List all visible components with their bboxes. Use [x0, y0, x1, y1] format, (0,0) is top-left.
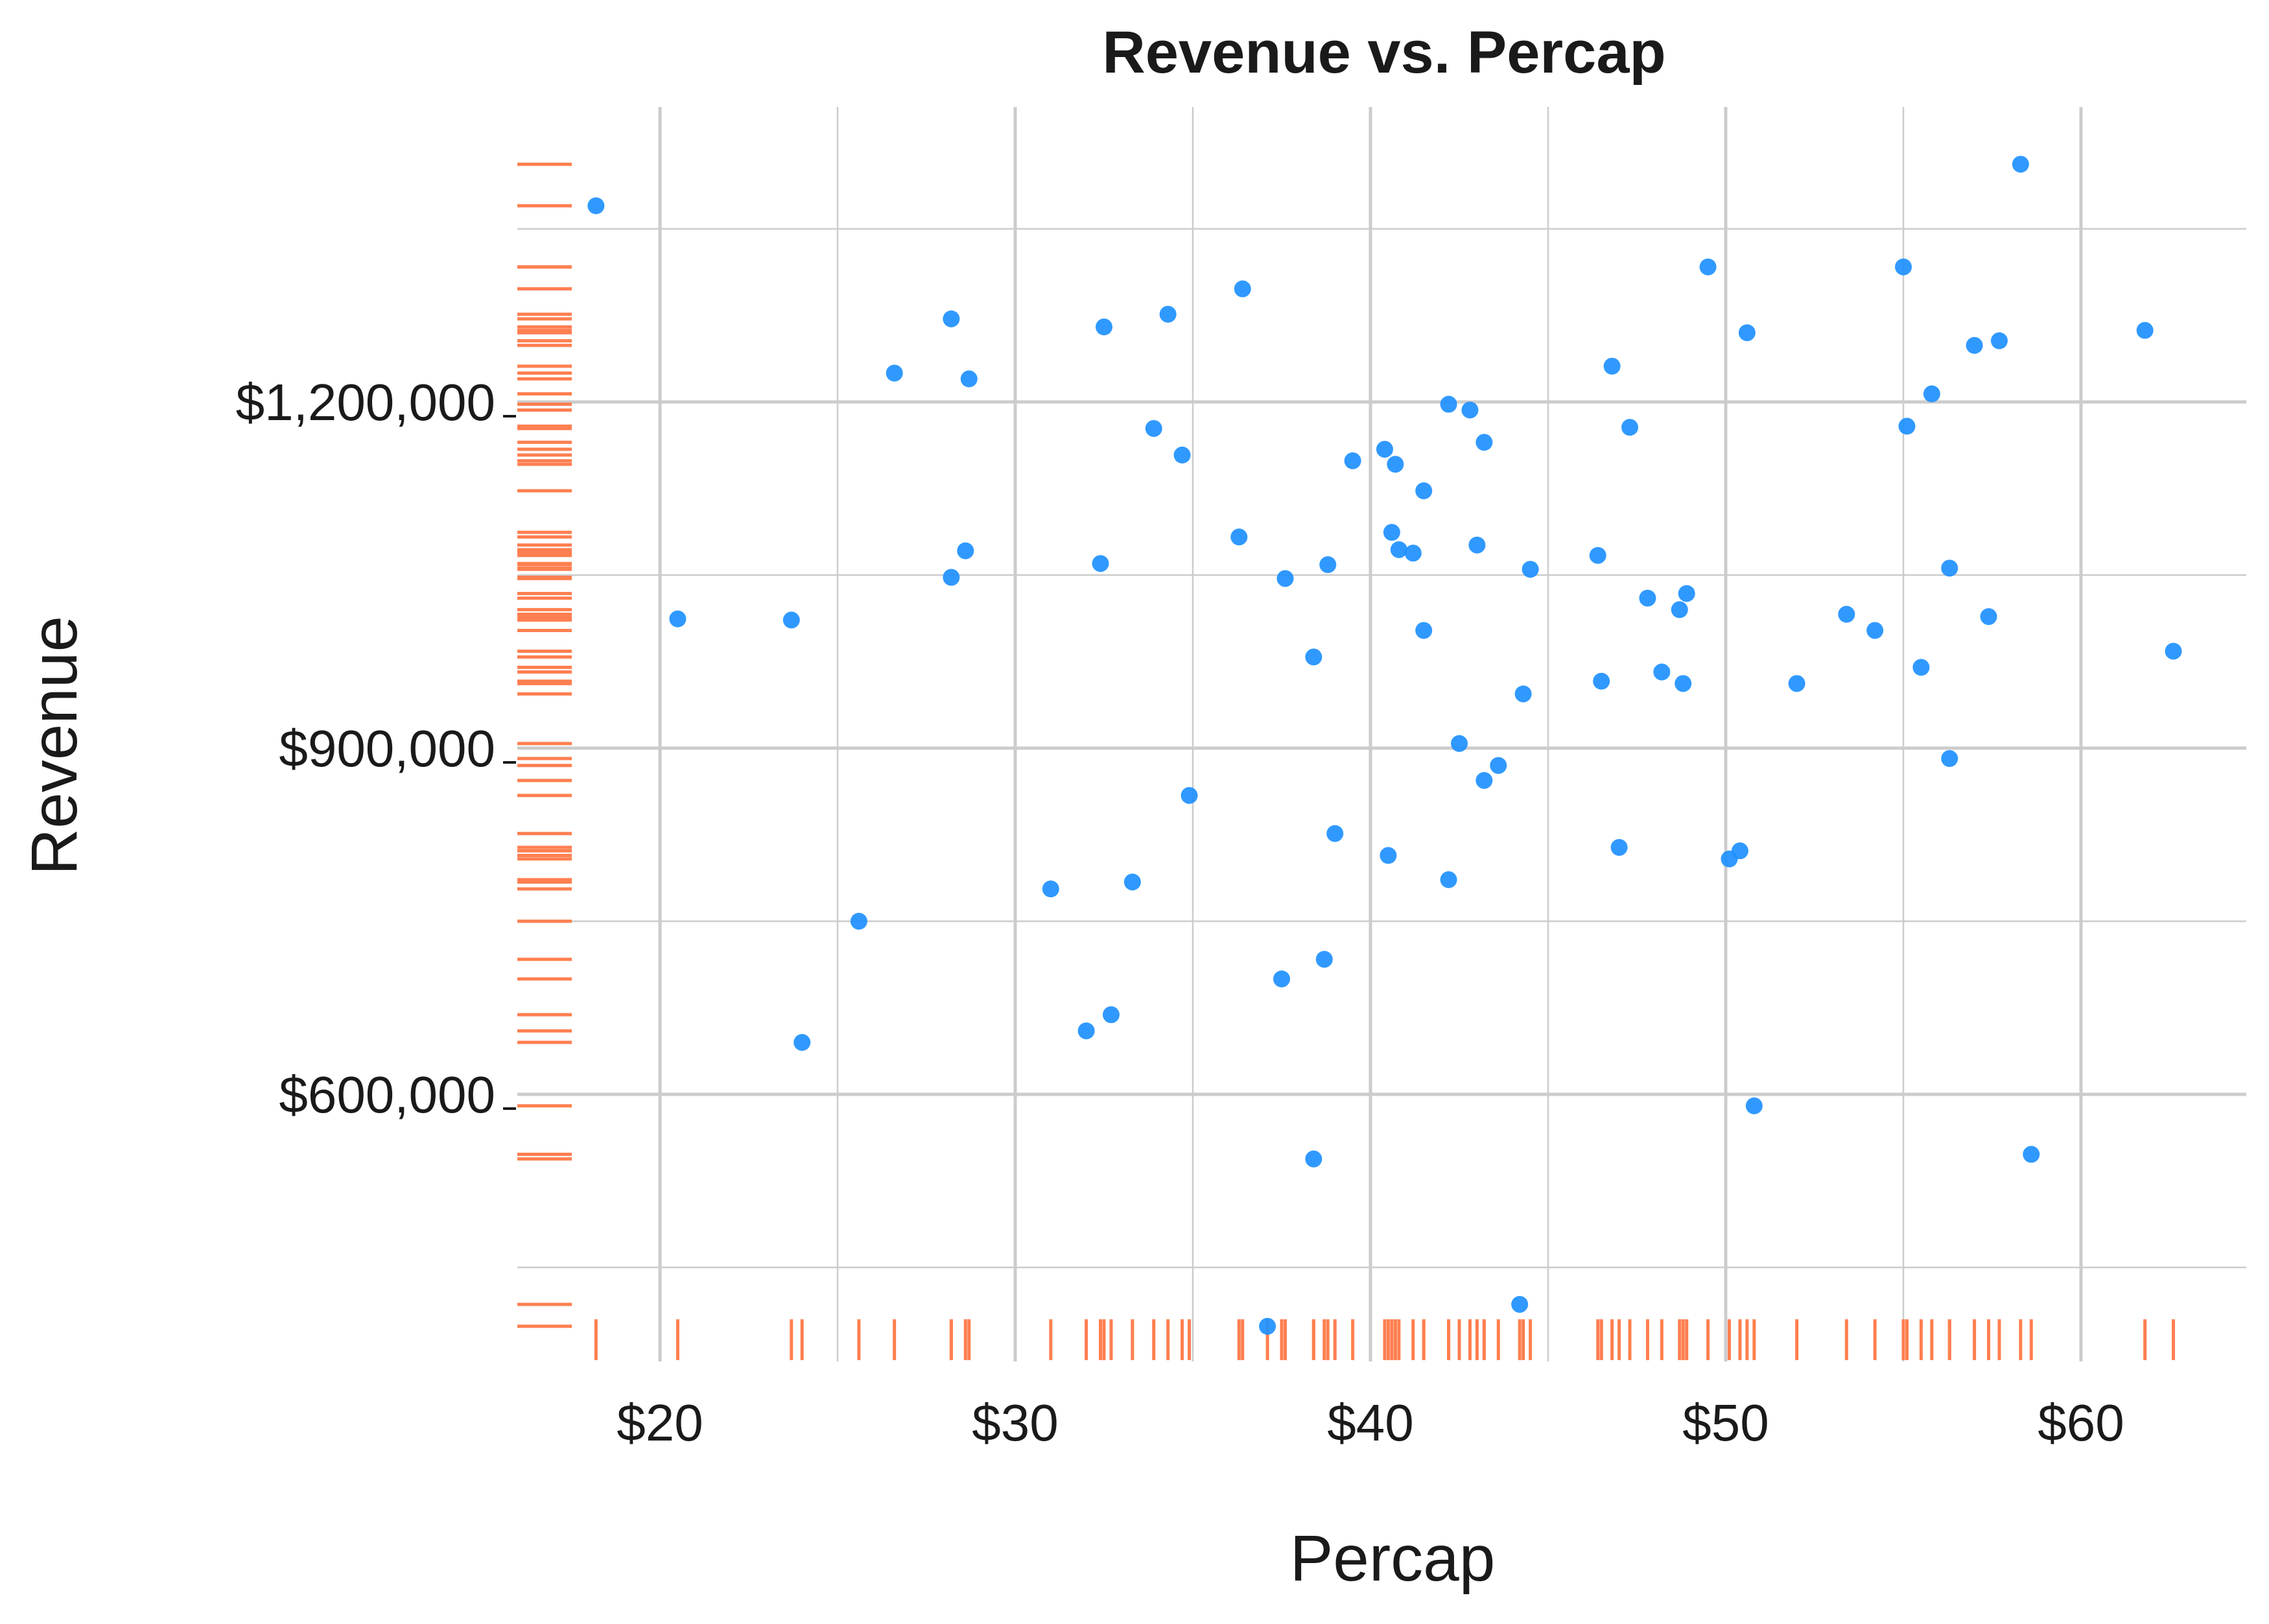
data-point	[1230, 528, 1248, 546]
data-point	[1404, 545, 1422, 562]
data-point	[1181, 786, 1198, 804]
data-point	[1490, 757, 1507, 774]
data-point	[1589, 547, 1606, 564]
data-point	[1305, 648, 1323, 666]
data-points	[587, 156, 2182, 1335]
data-point	[1980, 608, 1997, 626]
data-point	[1276, 570, 1294, 587]
data-point	[1390, 541, 1407, 558]
data-point	[1895, 258, 1912, 276]
data-point	[1451, 735, 1468, 752]
data-point	[1092, 555, 1109, 572]
data-point	[1159, 305, 1177, 323]
data-point	[1173, 446, 1191, 464]
x-tick-label: $30	[972, 1394, 1058, 1452]
data-point	[1376, 440, 1393, 458]
data-point	[1259, 1317, 1276, 1335]
data-point	[1123, 873, 1141, 891]
data-point	[1387, 456, 1404, 473]
data-point	[1522, 561, 1539, 578]
data-point	[1838, 606, 1855, 623]
data-point	[782, 611, 800, 629]
data-point	[943, 569, 960, 586]
data-point	[1514, 685, 1532, 703]
data-point	[2136, 322, 2154, 339]
y-tick-label: $600,000	[279, 1066, 495, 1124]
y-tick-label: $1,200,000	[236, 373, 495, 431]
data-point	[1912, 659, 1930, 676]
data-point	[1788, 675, 1805, 692]
data-point	[2023, 1146, 2040, 1163]
data-point	[2012, 156, 2029, 173]
data-point	[1866, 622, 1884, 639]
x-tick-label: $60	[2038, 1394, 2124, 1452]
data-point	[587, 197, 605, 215]
data-point	[1923, 385, 1940, 403]
x-tick-label: $40	[1327, 1394, 1413, 1452]
data-point	[1315, 950, 1333, 968]
data-point	[794, 1033, 811, 1051]
data-point	[1145, 419, 1162, 437]
rug-marks	[517, 162, 2175, 1360]
data-point	[1990, 332, 2008, 349]
data-point	[2165, 642, 2182, 660]
data-point	[1898, 418, 1916, 435]
chart-title: Revenue vs. Percap	[1102, 19, 1665, 86]
data-point	[1440, 395, 1457, 413]
data-point	[1415, 482, 1433, 500]
data-point	[1468, 536, 1486, 554]
data-point	[1678, 585, 1695, 602]
data-point	[1675, 675, 1692, 692]
data-point	[1096, 318, 1112, 336]
gridlines	[517, 107, 2246, 1361]
data-point	[1610, 839, 1628, 856]
data-point	[1415, 622, 1433, 639]
x-tick-label: $50	[1682, 1394, 1769, 1452]
data-point	[669, 610, 687, 628]
data-point	[1326, 825, 1344, 842]
data-point	[1941, 559, 1958, 577]
data-point	[1380, 847, 1397, 864]
data-point	[886, 364, 903, 382]
data-point	[1593, 672, 1610, 690]
data-point	[1621, 419, 1639, 436]
data-point	[1102, 1006, 1120, 1024]
data-point	[1234, 280, 1251, 298]
data-point	[1511, 1295, 1529, 1313]
data-point	[1738, 324, 1756, 342]
data-point	[1475, 771, 1493, 789]
x-tick-label: $20	[617, 1394, 703, 1452]
data-point	[1603, 357, 1621, 375]
data-point	[1671, 601, 1688, 618]
data-point	[1344, 452, 1361, 469]
data-point	[943, 310, 960, 327]
data-point	[850, 913, 867, 930]
y-axis-label: Revenue	[18, 616, 91, 875]
data-point	[960, 370, 978, 388]
data-point	[1745, 1097, 1763, 1114]
data-point	[957, 542, 974, 559]
data-point	[1383, 524, 1400, 541]
x-axis-label: Percap	[1290, 1522, 1496, 1595]
data-point	[1475, 434, 1493, 451]
data-point	[1699, 258, 1717, 276]
axes: $20 $30 $40 $50 $60 $600,000 $900,000 $1,200,00…	[236, 373, 2124, 1452]
data-point	[1440, 871, 1457, 888]
data-point	[1042, 880, 1059, 898]
data-point	[1273, 971, 1290, 987]
data-point	[1319, 556, 1337, 573]
data-point	[1941, 750, 1958, 768]
data-point	[1077, 1022, 1095, 1040]
data-point	[1731, 842, 1748, 860]
data-point	[1305, 1150, 1323, 1168]
data-point	[1653, 663, 1671, 681]
data-point	[1461, 401, 1479, 419]
data-point	[1639, 589, 1656, 607]
y-tick-label: $900,000	[279, 720, 495, 777]
data-point	[1966, 336, 1983, 354]
